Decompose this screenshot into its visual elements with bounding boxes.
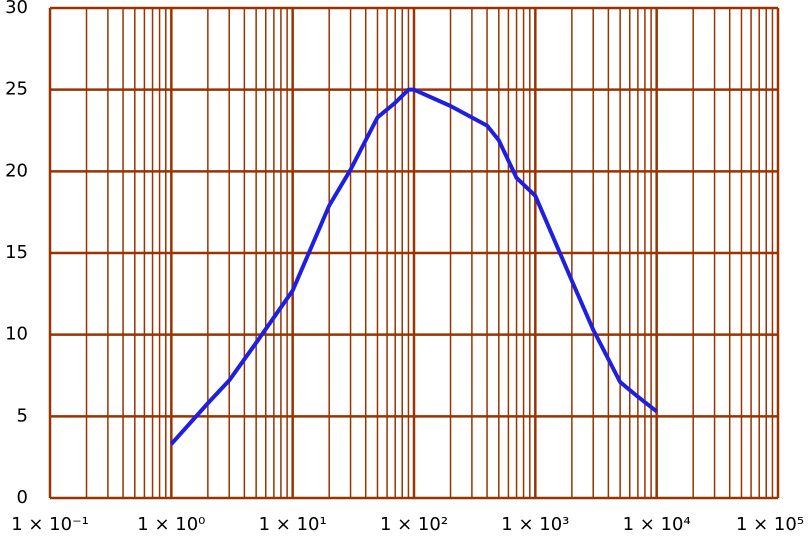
y-tick-label: 30 (5, 0, 28, 18)
x-tick-label: 1 × 10¹ (259, 514, 327, 535)
y-tick-label: 20 (5, 160, 28, 181)
y-tick-label: 0 (17, 487, 28, 508)
x-tick-label: 1 × 10² (380, 514, 448, 535)
y-tick-label: 25 (5, 79, 28, 100)
data-line (169, 87, 658, 446)
y-tick-label: 5 (17, 405, 28, 426)
y-tick-label: 10 (5, 324, 28, 345)
x-tick-label: 1 × 10⁴ (623, 514, 691, 535)
x-tick-label: 1 × 10⁻¹ (11, 514, 89, 535)
x-tick-label: 1 × 10⁰ (137, 514, 205, 535)
y-tick-label: 15 (5, 242, 28, 263)
x-tick-label: 1 × 10⁵ (736, 514, 804, 535)
x-tick-label: 1 × 10³ (501, 514, 569, 535)
